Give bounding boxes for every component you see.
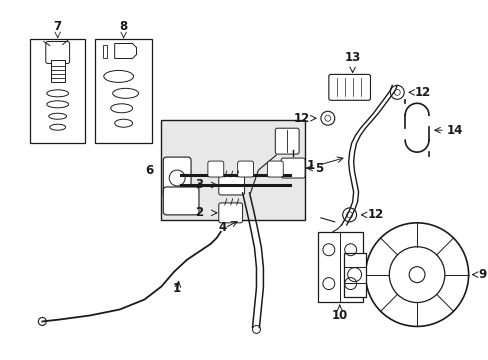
- Bar: [343, 253, 365, 297]
- Text: 12: 12: [367, 208, 383, 221]
- Text: 14: 14: [446, 124, 462, 137]
- Text: 11: 11: [299, 158, 315, 172]
- FancyBboxPatch shape: [281, 158, 305, 178]
- Text: 5: 5: [314, 162, 323, 175]
- Text: 8: 8: [119, 19, 127, 32]
- Bar: [102, 45, 106, 58]
- FancyBboxPatch shape: [218, 203, 242, 223]
- Text: 3: 3: [194, 179, 203, 192]
- FancyBboxPatch shape: [328, 75, 370, 100]
- Text: 12: 12: [414, 86, 430, 99]
- FancyBboxPatch shape: [207, 161, 224, 177]
- FancyBboxPatch shape: [275, 128, 299, 154]
- Text: 6: 6: [145, 163, 153, 176]
- FancyBboxPatch shape: [163, 157, 191, 198]
- Text: 13: 13: [344, 51, 360, 64]
- Bar: [30, 39, 85, 143]
- Bar: [161, 120, 305, 220]
- Bar: [95, 39, 152, 143]
- FancyBboxPatch shape: [267, 161, 283, 177]
- Text: 1: 1: [173, 282, 181, 294]
- FancyBboxPatch shape: [163, 187, 199, 215]
- Text: 7: 7: [54, 19, 61, 32]
- FancyBboxPatch shape: [237, 161, 253, 177]
- Text: 4: 4: [218, 221, 226, 234]
- Text: 10: 10: [331, 310, 347, 323]
- Bar: [317, 232, 362, 302]
- FancyBboxPatch shape: [46, 41, 69, 63]
- Bar: [51, 60, 64, 82]
- FancyBboxPatch shape: [218, 175, 244, 195]
- Text: 2: 2: [194, 206, 203, 219]
- Text: 12: 12: [293, 112, 309, 125]
- Text: 9: 9: [478, 268, 486, 281]
